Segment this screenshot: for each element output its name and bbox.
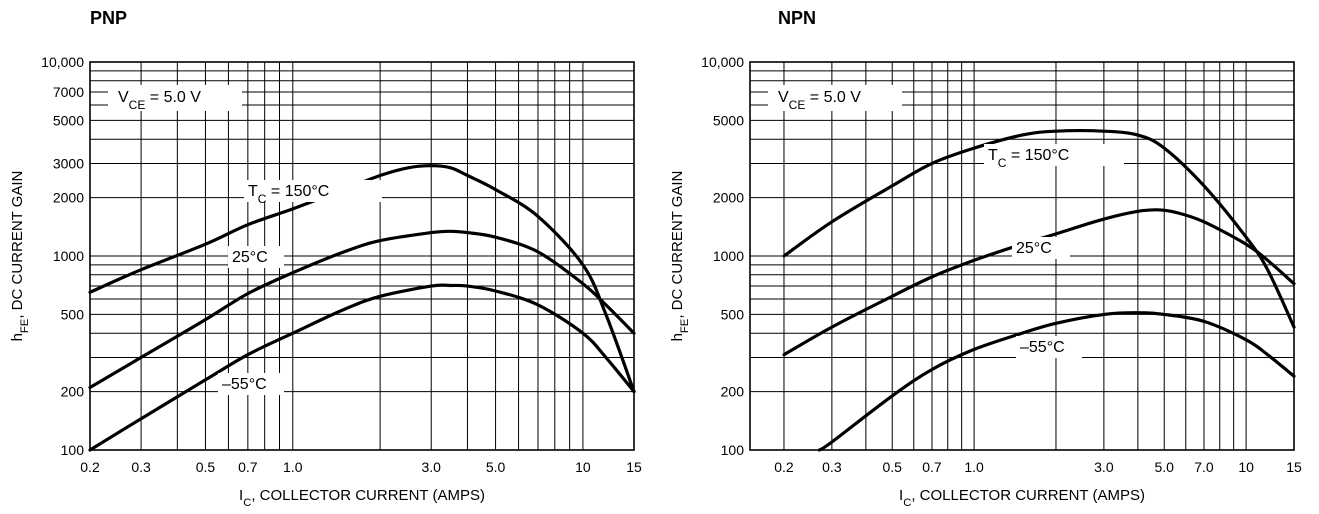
y-tick-label: 200	[721, 384, 745, 400]
pnp-plot: 100 200 500 1000 2000 3000 5000 7000 10,000 0.2 0.…	[9, 54, 642, 509]
series-line-2	[88, 283, 636, 452]
series-line-1	[88, 229, 636, 390]
x-tick-label: 0.2	[80, 459, 100, 475]
y-tick-label: 7000	[53, 84, 84, 100]
series-label-0: TC = 150°C	[248, 183, 329, 206]
y-tick-label: 10,000	[701, 54, 744, 70]
x-tick-label: 3.0	[421, 459, 441, 475]
x-tick-label: 0.3	[131, 459, 151, 475]
plot-frame	[749, 61, 1295, 451]
x-tick-label: 15	[626, 459, 642, 475]
x-tick-label: 5.0	[1154, 459, 1174, 475]
x-tick-label: 1.0	[283, 459, 303, 475]
x-tick-label: 0.5	[196, 459, 216, 475]
x-tick-label: 0.3	[822, 459, 842, 475]
condition-label-bg	[108, 85, 242, 111]
y-tick-label: 200	[61, 384, 85, 400]
condition-label: VCE = 5.0 V	[118, 89, 201, 112]
x-axis-label: IC, COLLECTOR CURRENT (AMPS)	[899, 487, 1145, 509]
series-label-2: –55°C	[1020, 339, 1065, 356]
x-tick-label: 0.5	[882, 459, 902, 475]
npn-chart: NPN 100 200 500 1000 2000 5000 10,000 0.2 0.3 0.5…	[660, 0, 1319, 514]
chart-title: NPN	[778, 8, 817, 28]
x-tick-label: 0.7	[922, 459, 942, 475]
grid	[750, 62, 1294, 450]
series-label-1: 25°C	[1016, 240, 1052, 257]
series-group	[782, 129, 1296, 452]
x-tick-label: 7.0	[1194, 459, 1214, 475]
y-tick-label: 500	[61, 306, 85, 322]
series-label-1: 25°C	[232, 249, 268, 266]
series-label-bg	[218, 373, 284, 395]
condition-label: VCE = 5.0 V	[778, 89, 861, 112]
y-tick-label: 10,000	[41, 54, 84, 70]
series-group	[88, 164, 636, 452]
series-label-bg	[1016, 336, 1082, 358]
x-tick-label: 3.0	[1094, 459, 1114, 475]
x-tick-label: 15	[1286, 459, 1302, 475]
y-axis-label: hFE, DC CURRENT GAIN	[669, 171, 691, 342]
npn-plot: 100 200 500 1000 2000 5000 10,000 0.2 0.3 0.5 0.7 1…	[669, 54, 1302, 509]
x-axis-label: IC, COLLECTOR CURRENT (AMPS)	[239, 487, 485, 509]
x-tick-label: 10	[1238, 459, 1254, 475]
series-label-bg	[228, 246, 284, 268]
y-tick-label: 100	[721, 442, 745, 458]
series-label-bg	[244, 180, 382, 202]
y-tick-label: 2000	[53, 190, 84, 206]
y-tick-label: 3000	[53, 155, 84, 171]
x-tick-label: 5.0	[486, 459, 506, 475]
series-line-1	[782, 208, 1296, 357]
series-label-bg	[1012, 237, 1070, 259]
series-label-0: TC = 150°C	[988, 147, 1069, 170]
y-tick-label: 5000	[713, 112, 744, 128]
condition-label-bg	[768, 85, 902, 111]
y-tick-label: 5000	[53, 112, 84, 128]
series-line-0	[88, 164, 636, 394]
pnp-chart: PNP 100 200 500 1000 2000 3000 5000 7000 10,000 0…	[9, 8, 642, 509]
y-tick-label: 1000	[713, 248, 744, 264]
plot-frame	[89, 61, 635, 451]
x-tick-label: 0.2	[774, 459, 794, 475]
y-axis-label: hFE, DC CURRENT GAIN	[9, 171, 31, 342]
y-tick-label: 100	[61, 442, 85, 458]
series-line-0	[782, 129, 1296, 329]
chart-title: PNP	[90, 8, 128, 28]
y-tick-label: 2000	[713, 190, 744, 206]
y-tick-label: 1000	[53, 248, 84, 264]
x-tick-label: 10	[575, 459, 591, 475]
x-tick-label: 1.0	[964, 459, 984, 475]
series-label-2: –55°C	[222, 376, 267, 393]
y-tick-label: 500	[721, 306, 745, 322]
series-label-bg	[984, 144, 1124, 166]
series-line-2	[817, 311, 1296, 452]
x-tick-label: 0.7	[238, 459, 258, 475]
